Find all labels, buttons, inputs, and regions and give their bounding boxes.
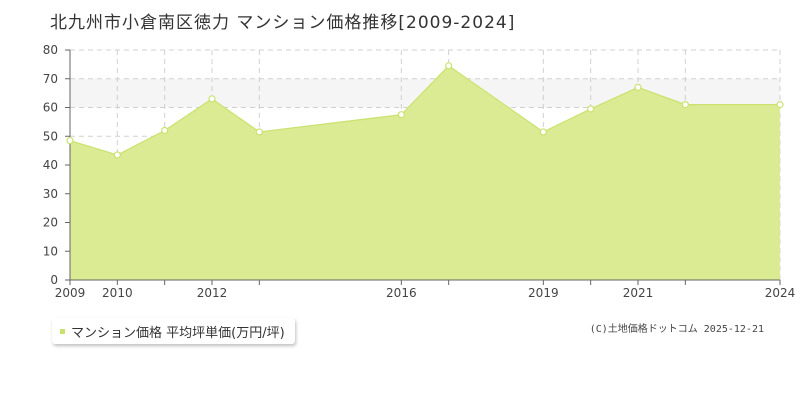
x-tick-label: 2019 xyxy=(528,286,559,300)
y-tick-label: 70 xyxy=(43,72,58,86)
data-point xyxy=(255,128,263,136)
tick-labels: 0 10 20 30 40 50 60 70 80 2009 2010 2012 2016 2019 202… xyxy=(43,43,796,300)
data-point xyxy=(587,105,595,113)
data-point xyxy=(445,62,453,70)
y-tick-label: 50 xyxy=(43,129,58,143)
y-tick-label: 10 xyxy=(43,244,58,258)
legend-swatch-icon xyxy=(60,328,65,334)
y-tick-label: 20 xyxy=(43,216,58,230)
y-tick-label: 80 xyxy=(43,43,58,57)
area-fill xyxy=(70,65,780,280)
x-tick-label: 2024 xyxy=(765,286,796,300)
legend-label: マンション価格 平均坪単価(万円/坪) xyxy=(71,325,285,341)
data-point xyxy=(66,136,74,145)
data-point xyxy=(208,95,216,103)
credit-text: (C)土地価格ドットコム 2025-12-21 xyxy=(589,324,764,335)
x-tick-label: 2010 xyxy=(102,286,133,300)
data-point xyxy=(634,83,642,91)
data-point xyxy=(539,128,547,136)
data-point xyxy=(776,101,784,109)
y-tick-label: 30 xyxy=(43,187,58,201)
data-point xyxy=(681,101,689,109)
chart-title: 北九州市小倉南区徳力 マンション価格推移[2009-2024] xyxy=(50,13,516,33)
y-tick-label: 60 xyxy=(43,101,58,115)
x-tick-label: 2012 xyxy=(197,286,228,300)
area-layer xyxy=(69,65,780,280)
points xyxy=(66,62,784,159)
x-tick-label: 2009 xyxy=(55,286,86,300)
series-line xyxy=(69,65,780,156)
x-tick-label: 2016 xyxy=(386,286,417,300)
axes xyxy=(65,49,781,285)
data-point xyxy=(161,126,169,135)
y-tick-label: 0 xyxy=(50,273,58,287)
legend: マンション価格 平均坪単価(万円/坪) xyxy=(52,318,295,344)
x-tick-label: 2021 xyxy=(623,286,654,300)
y-tick-label: 40 xyxy=(43,158,58,172)
data-point xyxy=(113,151,121,159)
data-point xyxy=(397,111,405,119)
